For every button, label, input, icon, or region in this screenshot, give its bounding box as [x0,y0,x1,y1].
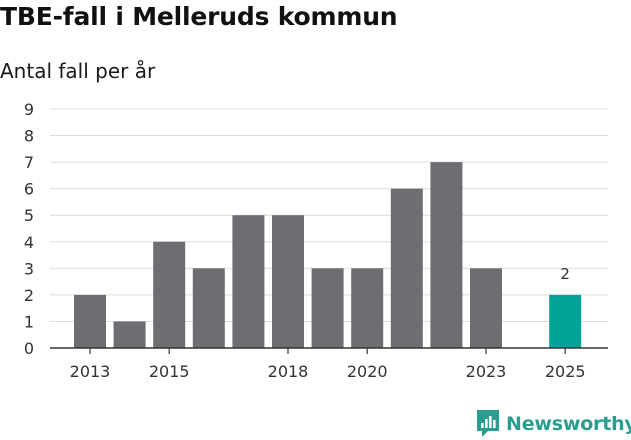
x-tick-label: 2023 [466,362,507,381]
bar-2016 [192,268,225,348]
bar-2015 [153,241,186,348]
bar-2017 [232,215,265,348]
bar-2025 [549,294,582,348]
bar-2021 [390,188,423,348]
data-label: 2 [560,265,570,283]
chart-subtitle: Antal fall per år [0,59,156,83]
y-tick-label: 7 [24,153,34,172]
x-tick-label: 2015 [149,362,190,381]
y-tick-label: 5 [24,206,34,225]
x-tick-label: 2020 [347,362,388,381]
y-tick-label: 2 [24,286,34,305]
y-tick-label: 6 [24,180,34,199]
bar-2019 [311,268,344,348]
x-tick-label: 2025 [545,362,586,381]
bar-2023 [470,268,502,348]
brand-logo: Newsworthy [476,408,631,440]
y-tick-label: 9 [24,100,34,119]
brand-name: Newsworthy [506,413,631,435]
bar-2020 [351,268,384,348]
bar-2014 [113,321,146,348]
bar-chart: 0 1 2 3 4 5 6 7 8 9 2013 2015 2018 2020 2023 2025 2 [24,100,608,381]
y-tick-label: 0 [24,339,34,358]
chart-title: TBE-fall i Melleruds kommun [0,2,398,31]
bar-2018 [272,215,304,348]
newsworthy-logo-icon [477,410,499,437]
y-tick-label: 8 [24,127,34,146]
y-tick-label: 4 [24,233,34,252]
bar-2022 [430,162,463,348]
x-tick-label: 2018 [268,362,309,381]
x-tick-label: 2013 [70,362,111,381]
bar-2013 [74,294,106,348]
y-tick-label: 3 [24,259,34,278]
y-tick-label: 1 [24,312,34,331]
